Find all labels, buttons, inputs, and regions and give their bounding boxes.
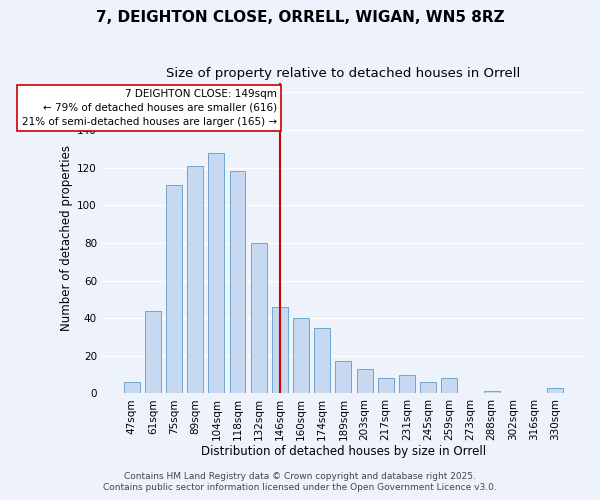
X-axis label: Distribution of detached houses by size in Orrell: Distribution of detached houses by size … [201,444,486,458]
Title: Size of property relative to detached houses in Orrell: Size of property relative to detached ho… [166,68,521,80]
Bar [145,310,161,394]
Bar [442,378,457,394]
Bar [484,392,500,394]
Bar [420,382,436,394]
Bar [272,307,288,394]
Text: 7, DEIGHTON CLOSE, ORRELL, WIGAN, WN5 8RZ: 7, DEIGHTON CLOSE, ORRELL, WIGAN, WN5 8R… [95,10,505,25]
Y-axis label: Number of detached properties: Number of detached properties [60,145,73,331]
Bar [547,388,563,394]
Bar [124,382,140,394]
Text: Contains HM Land Registry data © Crown copyright and database right 2025.
Contai: Contains HM Land Registry data © Crown c… [103,472,497,492]
Bar [230,172,245,394]
Bar [187,166,203,394]
Bar [399,374,415,394]
Text: 7 DEIGHTON CLOSE: 149sqm
← 79% of detached houses are smaller (616)
21% of semi-: 7 DEIGHTON CLOSE: 149sqm ← 79% of detach… [22,88,277,126]
Bar [293,318,309,394]
Bar [208,152,224,394]
Bar [314,328,330,394]
Bar [356,369,373,394]
Bar [378,378,394,394]
Bar [251,243,266,394]
Bar [166,184,182,394]
Bar [335,362,352,394]
